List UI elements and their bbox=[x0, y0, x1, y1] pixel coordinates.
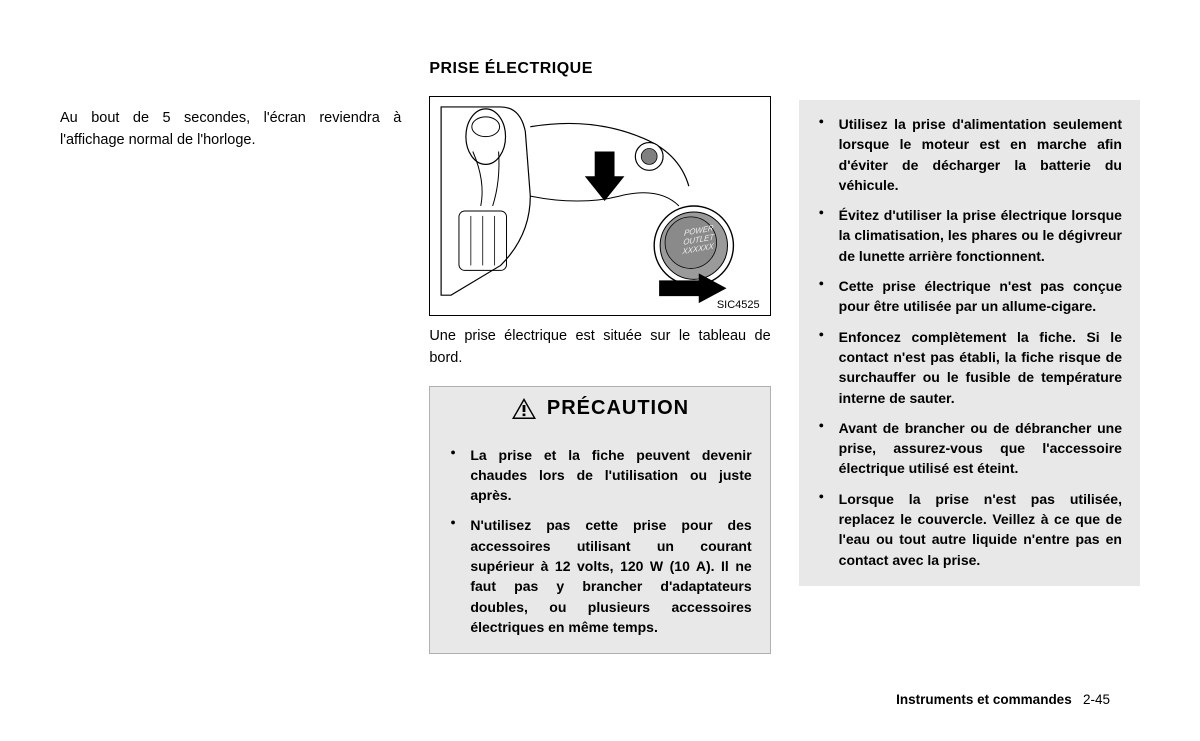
power-outlet-illustration: POWER OUTLET XXXXXX bbox=[430, 97, 769, 315]
caution-list-col2: La prise et la fiche peuvent devenir cha… bbox=[448, 445, 751, 638]
warning-icon bbox=[511, 397, 537, 421]
caution-body-col2: La prise et la fiche peuvent devenir cha… bbox=[429, 431, 770, 655]
figure-caption-text: Une prise électrique est située sur le t… bbox=[429, 326, 770, 370]
caution-body-col3: Utilisez la prise d'alimentation seuleme… bbox=[799, 100, 1140, 586]
section-title: PRISE ÉLECTRIQUE bbox=[429, 60, 770, 78]
caution-item: Enfoncez complètement la fiche. Si le co… bbox=[817, 327, 1122, 408]
caution-item: Lorsque la prise n'est pas utilisée, rep… bbox=[817, 489, 1122, 570]
page-footer: Instruments et commandes 2-45 bbox=[896, 692, 1110, 707]
intro-paragraph: Au bout de 5 secondes, l'écran reviendra… bbox=[60, 108, 401, 152]
caution-header: PRÉCAUTION bbox=[429, 386, 770, 431]
caution-item: La prise et la fiche peuvent devenir cha… bbox=[448, 445, 751, 506]
caution-item: Évitez d'utiliser la prise électrique lo… bbox=[817, 205, 1122, 266]
caution-item: Avant de brancher ou de débrancher une p… bbox=[817, 418, 1122, 479]
footer-section: Instruments et commandes bbox=[896, 692, 1072, 707]
column-1: Au bout de 5 secondes, l'écran reviendra… bbox=[60, 60, 401, 654]
figure-reference: SIC4525 bbox=[717, 299, 760, 311]
column-3: Utilisez la prise d'alimentation seuleme… bbox=[799, 60, 1140, 654]
caution-item: Cette prise électrique n'est pas conçue … bbox=[817, 276, 1122, 317]
caution-label: PRÉCAUTION bbox=[547, 397, 689, 420]
figure-power-outlet: POWER OUTLET XXXXXX SIC4525 bbox=[429, 96, 770, 316]
column-2: PRISE ÉLECTRIQUE bbox=[429, 60, 770, 654]
caution-item: N'utilisez pas cette prise pour des acce… bbox=[448, 515, 751, 637]
caution-list-col3: Utilisez la prise d'alimentation seuleme… bbox=[817, 114, 1122, 570]
caution-item: Utilisez la prise d'alimentation seuleme… bbox=[817, 114, 1122, 195]
footer-page-number: 2-45 bbox=[1083, 692, 1110, 707]
